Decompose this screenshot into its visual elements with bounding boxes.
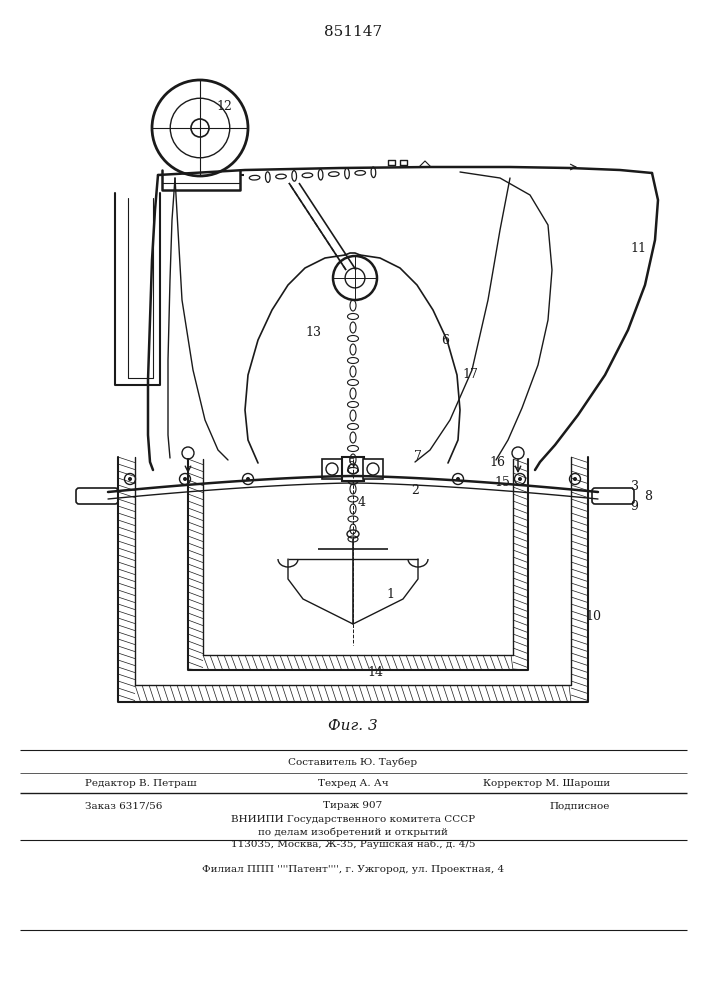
Text: 4: 4 xyxy=(358,495,366,508)
Circle shape xyxy=(128,477,132,481)
Text: Филиал ППП ''''Патент'''', г. Ужгород, ул. Проектная, 4: Филиал ППП ''''Патент'''', г. Ужгород, у… xyxy=(202,865,504,874)
Text: Подписное: Подписное xyxy=(549,802,610,810)
Text: ВНИИПИ Государственного комитета СССР: ВНИИПИ Государственного комитета СССР xyxy=(231,816,475,824)
Text: Заказ 6317/56: Заказ 6317/56 xyxy=(85,802,163,810)
Text: 5: 5 xyxy=(348,458,356,471)
FancyBboxPatch shape xyxy=(592,488,634,504)
Circle shape xyxy=(243,474,254,485)
Text: 9: 9 xyxy=(630,500,638,514)
Text: 16: 16 xyxy=(489,456,505,468)
FancyBboxPatch shape xyxy=(76,488,118,504)
Text: Тираж 907: Тираж 907 xyxy=(323,802,382,810)
Bar xyxy=(322,459,342,479)
Text: 10: 10 xyxy=(585,610,601,624)
Text: 15: 15 xyxy=(494,477,510,489)
Text: 851147: 851147 xyxy=(324,25,382,39)
Circle shape xyxy=(183,477,187,481)
Circle shape xyxy=(333,256,377,300)
Circle shape xyxy=(180,474,190,485)
Text: 2: 2 xyxy=(411,484,419,496)
Circle shape xyxy=(191,119,209,137)
Circle shape xyxy=(351,477,355,481)
Circle shape xyxy=(246,477,250,481)
Text: 113035, Москва, Ж-35, Раушская наб., д. 4/5: 113035, Москва, Ж-35, Раушская наб., д. … xyxy=(230,839,475,849)
Text: по делам изобретений и открытий: по делам изобретений и открытий xyxy=(258,827,448,837)
Bar xyxy=(363,459,383,479)
Text: Техред А. Ач: Техред А. Ач xyxy=(317,778,388,788)
Text: 13: 13 xyxy=(305,326,321,340)
Text: 17: 17 xyxy=(462,368,478,381)
Circle shape xyxy=(518,477,522,481)
Text: 6: 6 xyxy=(441,334,449,347)
Circle shape xyxy=(456,477,460,481)
Text: 14: 14 xyxy=(367,666,383,680)
Text: 11: 11 xyxy=(630,241,646,254)
Text: 12: 12 xyxy=(216,100,232,112)
Circle shape xyxy=(124,474,136,485)
Text: Составитель Ю. Таубер: Составитель Ю. Таубер xyxy=(288,757,418,767)
Circle shape xyxy=(452,474,464,485)
Text: Корректор М. Шароши: Корректор М. Шароши xyxy=(483,778,610,788)
Circle shape xyxy=(573,477,577,481)
Circle shape xyxy=(570,474,580,485)
Bar xyxy=(342,457,364,481)
Text: 1: 1 xyxy=(386,588,394,601)
Text: 8: 8 xyxy=(644,490,652,504)
Circle shape xyxy=(515,474,525,485)
Circle shape xyxy=(348,474,358,485)
Text: 7: 7 xyxy=(414,450,422,464)
Text: 3: 3 xyxy=(631,481,639,493)
Text: Фиг. 3: Фиг. 3 xyxy=(328,719,378,733)
Circle shape xyxy=(152,80,248,176)
Text: Редактор В. Петраш: Редактор В. Петраш xyxy=(85,778,197,788)
